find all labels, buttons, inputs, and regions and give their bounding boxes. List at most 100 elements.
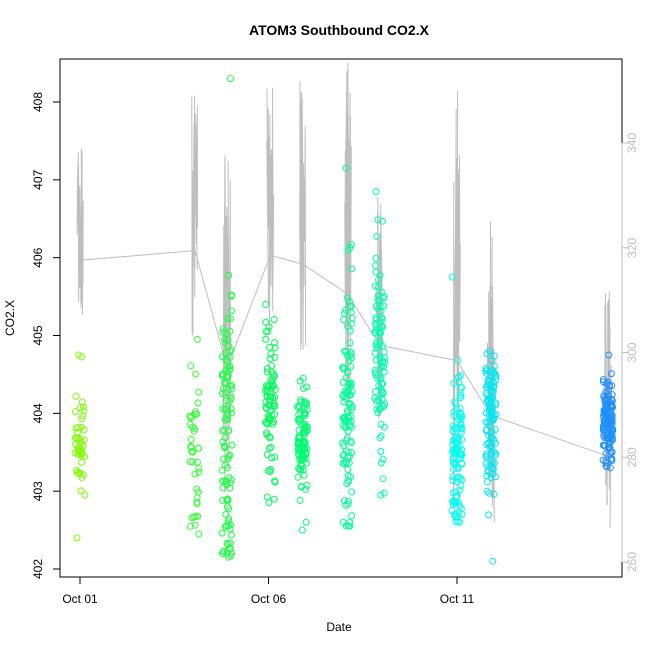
data-point <box>348 320 355 328</box>
data-point <box>228 441 236 449</box>
data-point <box>378 322 386 330</box>
data-point <box>302 450 310 458</box>
data-point <box>380 368 388 376</box>
data-point <box>378 315 386 323</box>
data-point <box>294 403 301 411</box>
data-point <box>492 473 500 481</box>
data-point <box>377 432 385 440</box>
data-point <box>488 450 496 457</box>
data-point <box>372 319 379 327</box>
data-point <box>483 453 490 461</box>
y-tick-label-right: 340 <box>625 133 639 153</box>
data-point <box>72 408 79 415</box>
data-point <box>263 429 270 437</box>
data-point <box>453 405 461 413</box>
data-point <box>78 398 86 406</box>
data-point <box>483 487 491 495</box>
data-point <box>266 355 274 363</box>
data-point <box>490 459 498 467</box>
data-point <box>345 380 353 388</box>
data-point <box>80 426 88 434</box>
data-point <box>302 428 310 436</box>
y-tick-label-right: 300 <box>625 342 639 362</box>
data-point <box>454 357 462 364</box>
data-point <box>223 464 231 472</box>
data-point <box>295 439 303 446</box>
data-point <box>294 473 302 481</box>
data-point <box>343 407 351 415</box>
y-tick-label: 408 <box>31 92 45 112</box>
data-point <box>348 488 356 496</box>
data-point <box>451 460 458 468</box>
data-point <box>376 375 384 383</box>
data-point <box>193 458 201 466</box>
data-point <box>78 458 86 466</box>
data-point <box>346 519 354 526</box>
data-point <box>191 470 199 478</box>
point-cluster-6 <box>371 188 389 499</box>
data-point <box>296 496 304 504</box>
y-tick-label-right: 280 <box>625 447 639 467</box>
data-point <box>606 464 614 472</box>
data-point <box>377 459 385 467</box>
data-point <box>600 392 608 400</box>
data-point <box>265 444 273 452</box>
data-point <box>375 283 382 291</box>
data-point <box>601 416 608 424</box>
data-point <box>264 420 272 428</box>
data-point <box>489 557 497 565</box>
data-point <box>373 374 381 382</box>
data-point <box>377 448 385 455</box>
data-point <box>378 362 386 370</box>
data-point <box>195 388 203 396</box>
data-point <box>607 428 615 436</box>
data-point <box>81 453 89 461</box>
data-point <box>380 403 388 411</box>
data-point <box>487 470 495 478</box>
data-point <box>486 414 494 421</box>
data-point <box>221 406 229 414</box>
data-point <box>344 500 352 508</box>
data-point <box>300 471 308 479</box>
data-point <box>457 394 465 401</box>
data-point <box>448 273 456 281</box>
point-cluster-1 <box>186 335 203 538</box>
data-point <box>602 449 610 457</box>
data-point <box>224 363 232 371</box>
data-point <box>224 315 232 322</box>
data-point <box>605 443 613 451</box>
data-point <box>78 415 86 423</box>
data-point <box>606 450 614 458</box>
data-point <box>485 511 493 519</box>
data-point <box>488 356 496 364</box>
data-point <box>227 405 235 412</box>
data-point <box>192 370 200 378</box>
data-point <box>225 474 233 482</box>
data-point <box>75 448 83 455</box>
data-point <box>221 461 229 469</box>
data-point <box>372 254 380 262</box>
data-point <box>344 381 352 389</box>
data-point <box>271 453 279 461</box>
data-point <box>223 373 231 381</box>
data-point <box>270 401 278 409</box>
data-point <box>488 407 496 415</box>
data-point <box>602 400 610 408</box>
data-point <box>484 376 492 384</box>
data-point <box>194 399 202 407</box>
data-point <box>602 430 610 438</box>
data-point <box>607 370 615 378</box>
y-tick-label: 405 <box>31 325 45 345</box>
data-point <box>192 512 200 520</box>
data-point <box>297 396 305 404</box>
data-point <box>344 389 352 397</box>
data-point <box>264 327 272 335</box>
secondary-line-segment-3 <box>266 87 275 332</box>
data-point <box>224 541 232 548</box>
data-point <box>227 395 235 402</box>
data-point <box>262 318 270 326</box>
data-point <box>271 353 279 361</box>
data-point <box>450 425 458 433</box>
data-point <box>371 329 379 336</box>
